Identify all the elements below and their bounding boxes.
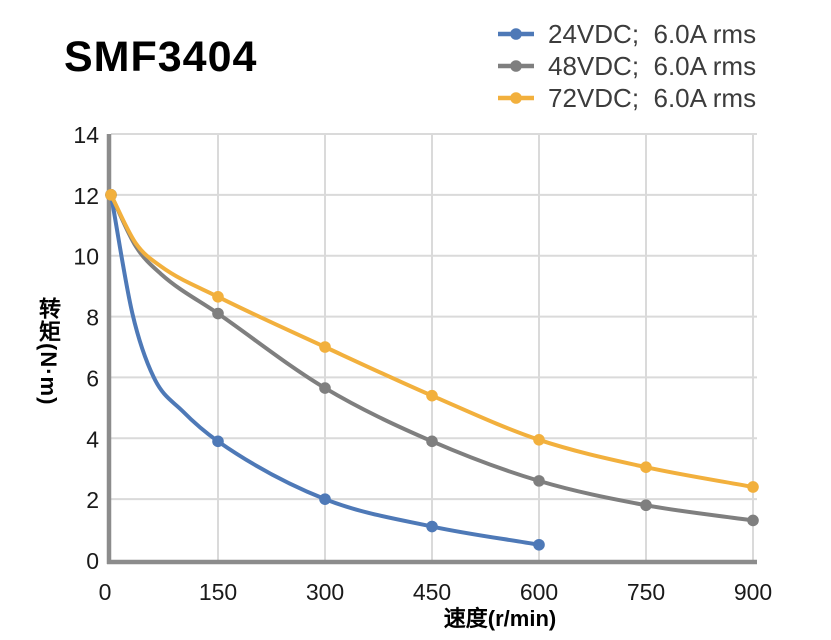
legend-item-24vdc: 24VDC; 6.0A rms xyxy=(497,18,756,50)
y-tick-label: 6 xyxy=(86,365,99,391)
x-tick-label: 900 xyxy=(734,579,772,605)
data-point-48vdc xyxy=(426,435,438,448)
data-point-24vdc xyxy=(533,538,545,551)
x-tick-label: 0 xyxy=(99,579,112,605)
x-tick-label: 450 xyxy=(413,579,451,605)
legend-item-72vdc: 72VDC; 6.0A rms xyxy=(497,82,756,114)
y-tick-label: 4 xyxy=(86,426,99,452)
series-line-72vdc xyxy=(109,192,755,489)
y-tick-label: 8 xyxy=(86,305,99,331)
data-point-72vdc xyxy=(105,189,117,201)
data-point-48vdc xyxy=(319,382,331,394)
legend: 24VDC; 6.0A rms 48VDC; 6.0A rms 72VDC; 6… xyxy=(497,18,756,114)
x-axis-title: 速度(r/min) xyxy=(443,606,557,631)
data-point-48vdc xyxy=(212,307,224,320)
x-tick-label: 600 xyxy=(520,579,558,605)
data-point-24vdc xyxy=(212,435,224,448)
y-tick-label: 12 xyxy=(73,183,99,209)
data-point-48vdc xyxy=(640,499,652,512)
data-point-72vdc xyxy=(747,481,759,493)
legend-label-72vdc: 72VDC; 6.0A rms xyxy=(548,83,757,113)
data-point-24vdc xyxy=(319,493,331,505)
legend-label-48vdc: 48VDC; 6.0A rms xyxy=(548,51,757,81)
data-point-72vdc xyxy=(212,290,224,303)
y-axis-title: 转矩(N·m) xyxy=(36,297,61,406)
data-point-24vdc xyxy=(426,520,438,533)
y-tick-label: 0 xyxy=(86,548,99,574)
data-point-48vdc xyxy=(533,475,545,487)
legend-marker-72vdc-icon xyxy=(498,92,534,104)
legend-marker-24vdc-icon xyxy=(498,28,534,40)
y-tick-label: 10 xyxy=(73,244,99,270)
legend-marker-48vdc-icon xyxy=(498,60,534,72)
data-point-72vdc xyxy=(640,461,652,473)
data-point-48vdc xyxy=(747,514,759,527)
data-point-72vdc xyxy=(426,389,438,402)
y-tick-label: 14 xyxy=(73,122,99,148)
x-tick-label: 750 xyxy=(627,579,665,605)
data-point-72vdc xyxy=(533,434,545,446)
chart-title: SMF3404 xyxy=(64,33,258,81)
x-tick-label: 300 xyxy=(306,579,344,605)
x-tick-label: 150 xyxy=(199,579,237,605)
legend-label-24vdc: 24VDC; 6.0A rms xyxy=(548,19,757,49)
data-point-72vdc xyxy=(319,341,331,353)
series-line-48vdc xyxy=(109,192,755,523)
legend-item-48vdc: 48VDC; 6.0A rms xyxy=(497,50,756,82)
y-tick-label: 2 xyxy=(86,487,99,513)
